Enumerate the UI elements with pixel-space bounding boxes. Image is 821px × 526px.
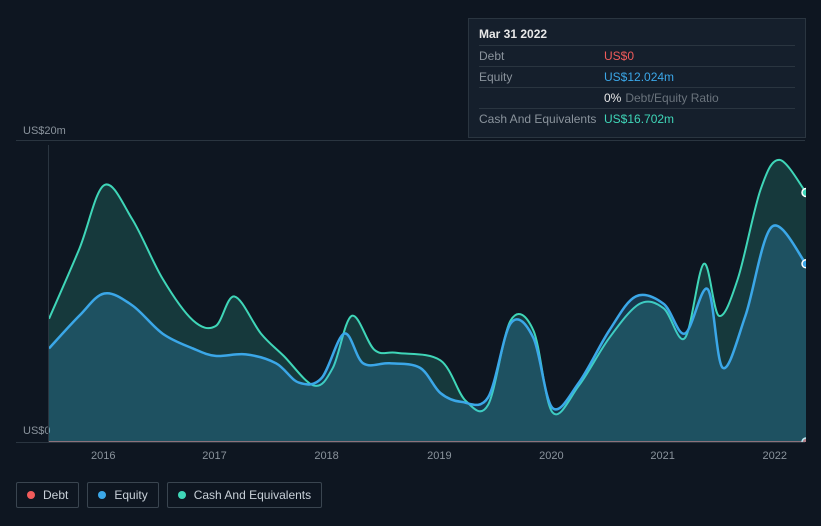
- x-axis-tick: 2019: [427, 450, 451, 462]
- x-axis-tick: 2018: [314, 450, 338, 462]
- x-axis-tick: 2021: [650, 450, 674, 462]
- chart-tooltip: Mar 31 2022 DebtUS$0EquityUS$12.024m0%De…: [468, 18, 806, 138]
- chart-top-border: [16, 140, 805, 141]
- legend-label: Debt: [43, 488, 68, 502]
- tooltip-row-label: [479, 91, 604, 105]
- plot-area[interactable]: [48, 145, 805, 442]
- chart-legend: Debt Equity Cash And Equivalents: [16, 482, 322, 508]
- tooltip-row-label: Debt: [479, 49, 604, 63]
- y-axis-min-label: US$0: [23, 425, 51, 437]
- tooltip-row-label: Cash And Equivalents: [479, 112, 604, 126]
- legend-dot-icon: [27, 491, 35, 499]
- x-axis-tick: 2017: [202, 450, 226, 462]
- tooltip-row-value: US$12.024m: [604, 70, 674, 84]
- x-axis-tick: 2016: [91, 450, 115, 462]
- x-axis-tick: 2022: [762, 450, 786, 462]
- tooltip-row-suffix: Debt/Equity Ratio: [625, 91, 718, 105]
- tooltip-row: 0% Debt/Equity Ratio: [479, 87, 795, 108]
- legend-item[interactable]: Equity: [87, 482, 158, 508]
- legend-dot-icon: [98, 491, 106, 499]
- legend-dot-icon: [178, 491, 186, 499]
- tooltip-row-value: US$16.702m: [604, 112, 674, 126]
- tooltip-row-label: Equity: [479, 70, 604, 84]
- legend-item[interactable]: Cash And Equivalents: [167, 482, 322, 508]
- tooltip-row: DebtUS$0: [479, 45, 795, 66]
- tooltip-row-value: 0%: [604, 91, 621, 105]
- tooltip-date: Mar 31 2022: [479, 27, 795, 45]
- tooltip-row: Cash And EquivalentsUS$16.702m: [479, 108, 795, 129]
- chart-svg: [49, 145, 806, 442]
- legend-item[interactable]: Debt: [16, 482, 79, 508]
- legend-label: Equity: [114, 488, 147, 502]
- legend-label: Cash And Equivalents: [194, 488, 311, 502]
- y-axis-max-label: US$20m: [23, 125, 66, 137]
- debt-equity-chart: Mar 31 2022 DebtUS$0EquityUS$12.024m0%De…: [0, 0, 821, 526]
- x-axis-tick: 2020: [539, 450, 563, 462]
- series-end-dot: [802, 189, 806, 197]
- chart-bottom-border: [16, 442, 805, 443]
- series-end-dot: [802, 260, 806, 268]
- tooltip-row: EquityUS$12.024m: [479, 66, 795, 87]
- tooltip-row-value: US$0: [604, 49, 634, 63]
